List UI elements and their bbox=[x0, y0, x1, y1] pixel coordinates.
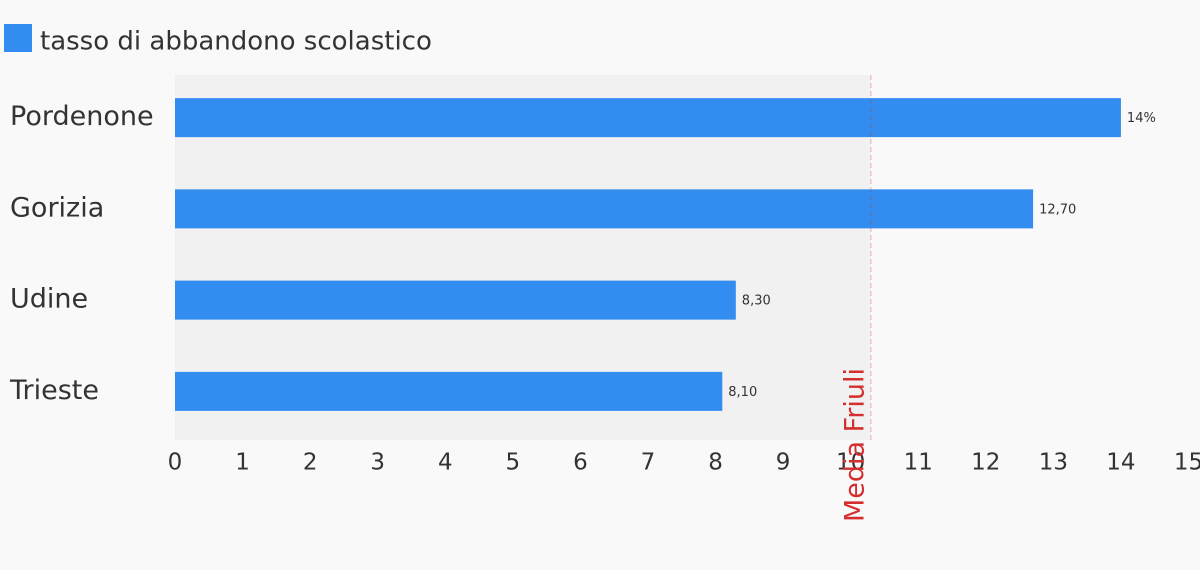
y-tick-label: Udine bbox=[10, 284, 88, 315]
x-tick-label: 15 bbox=[1174, 450, 1200, 476]
x-tick-label: 9 bbox=[776, 450, 791, 476]
value-label: 12,70 bbox=[1039, 202, 1076, 217]
x-tick-label: 3 bbox=[370, 450, 385, 476]
x-tick-label: 6 bbox=[573, 450, 588, 476]
y-tick-label: Gorizia bbox=[10, 192, 104, 223]
reference-label: Media Friuli bbox=[839, 368, 870, 522]
x-tick-label: 1 bbox=[235, 450, 250, 476]
bar bbox=[175, 280, 736, 320]
x-tick-label: 13 bbox=[1039, 450, 1068, 476]
y-tick-label: Pordenone bbox=[10, 101, 154, 132]
x-tick-label: 14 bbox=[1106, 450, 1135, 476]
x-tick-label: 5 bbox=[506, 450, 521, 476]
bar bbox=[175, 371, 723, 411]
bar bbox=[175, 189, 1034, 229]
x-tick-label: 12 bbox=[971, 450, 1000, 476]
y-tick-label: Trieste bbox=[9, 375, 99, 406]
x-tick-label: 10 bbox=[836, 450, 865, 476]
x-tick-label: 8 bbox=[708, 450, 723, 476]
bar bbox=[175, 98, 1121, 138]
x-tick-label: 0 bbox=[168, 450, 183, 476]
value-label: 8,10 bbox=[728, 385, 757, 400]
x-tick-label: 2 bbox=[303, 450, 318, 476]
legend-swatch bbox=[4, 24, 32, 52]
value-label: 14% bbox=[1127, 111, 1156, 126]
value-label: 8,30 bbox=[742, 294, 771, 309]
x-tick-label: 4 bbox=[438, 450, 453, 476]
legend-label: tasso di abbandono scolastico bbox=[40, 27, 432, 57]
x-tick-label: 11 bbox=[904, 450, 933, 476]
x-tick-label: 7 bbox=[641, 450, 656, 476]
